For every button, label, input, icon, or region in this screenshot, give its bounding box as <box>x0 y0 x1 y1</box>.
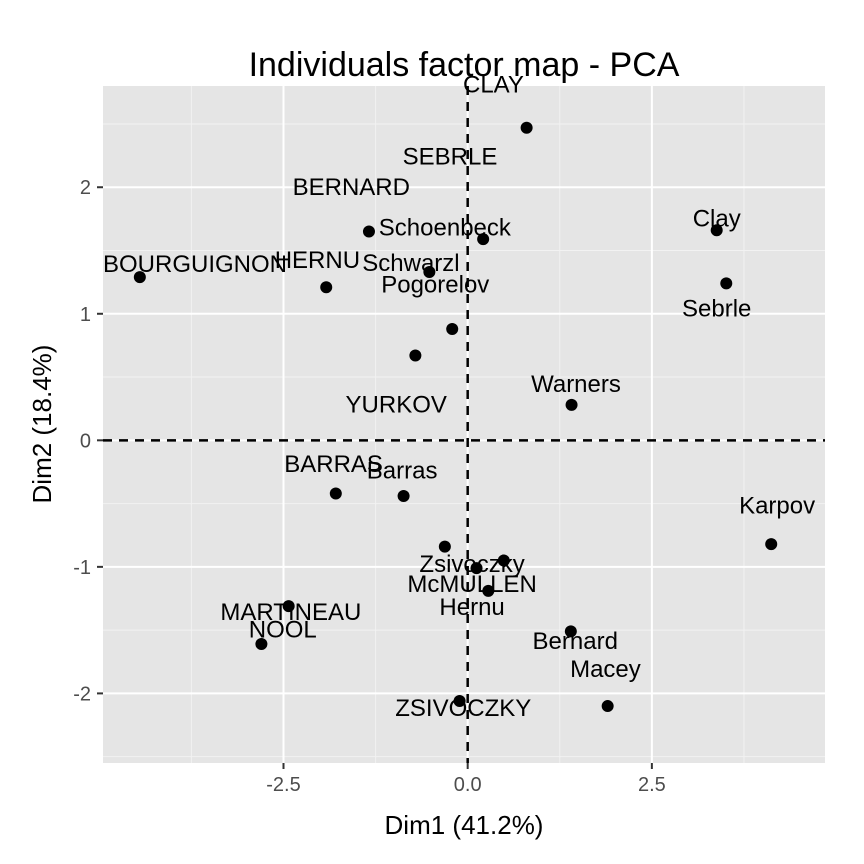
data-point <box>438 540 451 553</box>
point-label: BARRAS <box>284 451 383 478</box>
data-point <box>765 538 778 551</box>
data-point <box>710 224 723 237</box>
y-tick-label: -2 <box>73 683 91 705</box>
point-label: McMULLEN <box>407 571 536 598</box>
point-label: Zsivoczky <box>419 551 524 578</box>
y-tick-label: 0 <box>80 430 91 452</box>
data-point <box>720 277 733 290</box>
point-label: ZSIVOCZKY <box>395 695 531 722</box>
data-point <box>453 694 466 707</box>
data-point <box>320 281 333 294</box>
point-label: Bernard <box>533 628 618 655</box>
data-point <box>470 562 483 575</box>
point-label: CLAY <box>463 71 524 98</box>
point-label: Sebrle <box>682 295 751 322</box>
data-point <box>477 233 490 246</box>
data-point <box>397 489 410 502</box>
data-point <box>564 625 577 638</box>
plot-panel <box>103 86 825 763</box>
data-point <box>423 266 436 279</box>
point-label: Karpov <box>739 493 815 520</box>
point-label: BERNARD <box>293 174 410 201</box>
point-label: Hernu <box>439 594 504 621</box>
data-point <box>133 271 146 284</box>
data-point <box>362 225 375 238</box>
x-tick-label: 0.0 <box>454 774 482 796</box>
point-label: Barras <box>367 457 438 484</box>
data-point <box>255 638 268 651</box>
y-tick-label: 2 <box>80 177 91 199</box>
point-label: Warners <box>531 371 621 398</box>
point-label: Clay <box>693 205 741 232</box>
data-point <box>601 700 614 713</box>
y-axis-title: Dim2 (18.4%) <box>27 345 57 504</box>
point-label: NOOL <box>249 617 317 644</box>
point-label: HERNU <box>275 247 360 274</box>
x-tick-label: 2.5 <box>638 774 666 796</box>
data-point <box>497 554 510 567</box>
point-label: SEBRLE <box>403 143 498 170</box>
y-tick-label: 1 <box>80 304 91 326</box>
point-label: YURKOV <box>346 391 447 418</box>
data-point <box>446 322 459 335</box>
x-axis-title: Dim1 (41.2%) <box>385 810 544 840</box>
data-point <box>409 349 422 362</box>
chart-title: Individuals factor map - PCA <box>249 46 680 84</box>
data-point <box>520 121 533 134</box>
data-point <box>329 487 342 500</box>
point-label: Macey <box>570 656 641 683</box>
data-point <box>282 600 295 613</box>
point-label: BOURGUIGNON <box>103 251 287 278</box>
point-label: Schwarzl <box>362 250 459 277</box>
x-tick-label: -2.5 <box>266 774 300 796</box>
point-label: MARTINEAU <box>220 599 361 626</box>
y-tick-label: -1 <box>73 557 91 579</box>
data-point <box>482 584 495 597</box>
data-point <box>565 398 578 411</box>
point-label: Schoenbeck <box>379 214 512 241</box>
point-label: Pogorelov <box>381 271 489 298</box>
